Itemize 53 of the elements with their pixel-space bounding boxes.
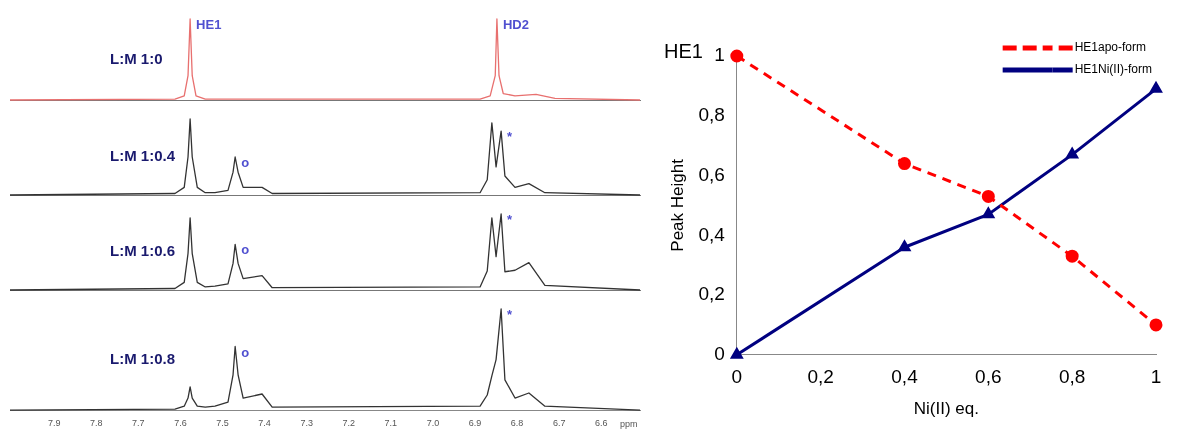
x-tick-label: 7.6: [174, 418, 187, 429]
x-tick-label: 7.5: [216, 418, 229, 429]
x-tick-label: 7.1: [384, 418, 398, 429]
x-tick-label: 7.2: [342, 418, 356, 429]
x-tick-label: 6.7: [552, 418, 566, 429]
x-axis-title: Ni(II) eq.: [913, 399, 979, 419]
annotation: o: [241, 344, 250, 360]
point: [897, 157, 911, 171]
point: [982, 207, 995, 219]
point: [1149, 318, 1163, 332]
x-axis-title: ppm: [620, 419, 638, 430]
annotation: *: [507, 129, 514, 145]
chart-title: HE1: [664, 39, 703, 62]
annotation: *: [507, 307, 514, 323]
x-tick-label: 7.8: [90, 418, 103, 429]
x-tick-label: 6.6: [595, 418, 608, 429]
annotation: L:M 1:0.4: [110, 147, 176, 165]
point: [898, 240, 911, 252]
x-tick-label: 7.9: [47, 418, 61, 429]
point: [730, 49, 744, 63]
x-tick-label: 7.7: [132, 418, 145, 429]
x-tick-label: 0,6: [975, 366, 1002, 388]
x-tick-label: 1: [1150, 366, 1162, 388]
x-tick-label: 0,4: [891, 366, 919, 388]
y-tick-label: 0,8: [698, 103, 725, 125]
annotation: L:M 1:0: [110, 49, 163, 67]
y-tick-label: 1: [714, 44, 725, 66]
x-tick-label: 6.8: [510, 418, 524, 429]
y-tick-label: 0: [714, 343, 725, 365]
x-tick-label: 0,2: [807, 366, 834, 388]
y-tick-label: 0,4: [698, 223, 726, 245]
annotation: L:M 1:0.8: [110, 349, 176, 367]
y-tick-label: 0,2: [698, 283, 725, 305]
y-tick-label: 0,6: [698, 163, 725, 185]
annotation: HD2: [502, 17, 529, 33]
point: [730, 348, 743, 359]
annotation: o: [241, 155, 250, 171]
legend-label: HE1apo-form: [1074, 40, 1147, 55]
point: [1150, 82, 1162, 93]
annotation: HE1: [196, 17, 222, 33]
legend-label: HE1Ni(II)-form: [1074, 62, 1153, 77]
annotation: o: [241, 242, 250, 258]
x-tick-label: 6.9: [468, 418, 482, 429]
x-tick-label: 7.4: [258, 418, 271, 429]
point: [1065, 249, 1079, 263]
x-tick-label: 0: [731, 366, 743, 388]
y-axis-title: Peak Height: [667, 158, 687, 252]
x-tick-label: 7.0: [426, 418, 440, 429]
x-tick-label: 7.3: [300, 418, 313, 429]
point: [981, 189, 995, 203]
x-tick-label: 0,8: [1058, 366, 1086, 388]
annotation: L:M 1:0.6: [110, 242, 176, 260]
annotation: *: [507, 212, 514, 228]
